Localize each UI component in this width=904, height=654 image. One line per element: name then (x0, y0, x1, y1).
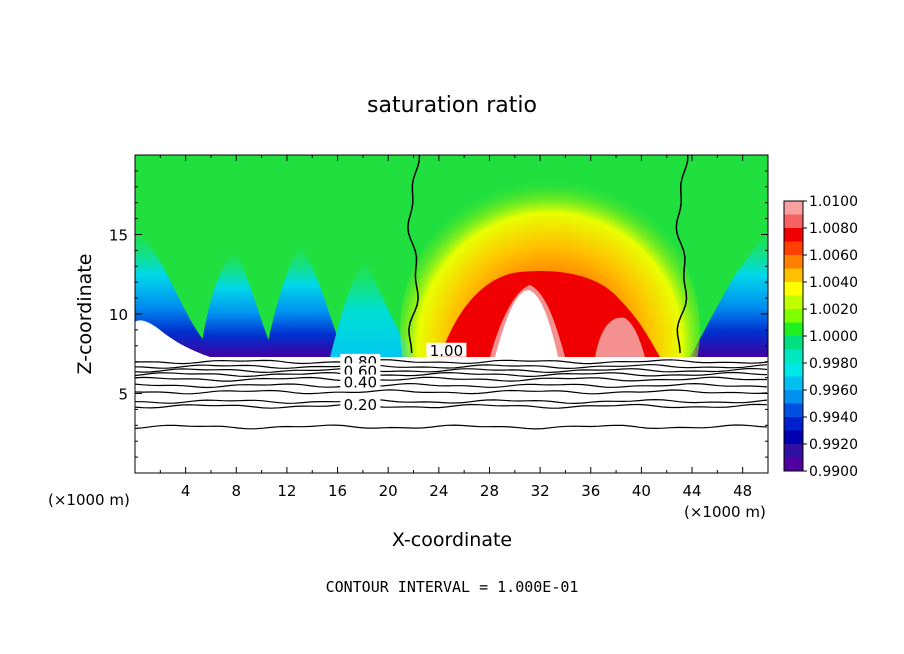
colorbar-swatch (784, 241, 803, 256)
unsaturated-lower-region (135, 320, 768, 473)
plot-area (135, 155, 768, 473)
contour-line (135, 367, 768, 374)
colorbar-label: 1.0100 (809, 194, 858, 210)
colorbar-swatch (784, 376, 803, 391)
colorbar-label: 0.9960 (809, 383, 858, 399)
colorbar-swatch (784, 444, 803, 458)
colorbar-swatch (784, 336, 803, 350)
left-dry-region (135, 230, 220, 357)
colorbar-label: 0.9980 (809, 356, 858, 372)
contour-line (135, 403, 768, 409)
colorbar-label: 1.0080 (809, 221, 858, 237)
contour-line (135, 389, 768, 395)
x-tick-label: 12 (277, 482, 296, 500)
contour-line (135, 359, 768, 365)
chart-title: saturation ratio (367, 93, 537, 118)
colorbar-swatch (784, 430, 803, 445)
contour-labels: 1.000.800.600.400.20 (340, 342, 467, 414)
colorbar: 1.0100 1.0080 1.0060 1.0040 1.0020 1.0000 0.99… (783, 194, 858, 480)
contour-line (135, 382, 768, 389)
contour-line (135, 371, 768, 378)
contour-interval-note: CONTOUR INTERVAL = 1.000E-01 (326, 578, 579, 596)
colorbar-label: 0.9920 (809, 437, 858, 453)
x-tick-label: 8 (232, 482, 242, 500)
colorbar-label: 1.0020 (809, 302, 858, 318)
y-ticks: 5 10 15 (109, 170, 768, 458)
contour-line (135, 424, 768, 430)
x-unit-label: (×1000 m) (48, 491, 130, 509)
y-tick-label: 10 (109, 306, 128, 324)
x-tick-label: 44 (682, 482, 701, 500)
colorbar-swatch (784, 363, 803, 377)
contour-label-bg (340, 363, 381, 378)
colorbar-label: 0.9940 (809, 410, 858, 426)
cloud-core (495, 290, 558, 357)
plume-peak-2 (595, 317, 645, 357)
x-tick-label: 36 (581, 482, 600, 500)
left-lobe-1 (200, 250, 275, 357)
y-tick-label: 5 (118, 386, 128, 404)
x-tick-label: 24 (429, 482, 448, 500)
colorbar-label: 1.0000 (809, 329, 858, 345)
x-axis-label: X-coordinate (392, 529, 512, 551)
x-tick-label: 16 (328, 482, 347, 500)
contour-lines (135, 359, 768, 430)
contour-line (135, 363, 768, 370)
x-ticks: 4 8 12 16 20 24 28 32 36 40 44 48 (159, 155, 752, 500)
contour-label: 0.40 (344, 374, 377, 392)
x-tick-label: 20 (379, 482, 398, 500)
colorbar-label: 1.0040 (809, 275, 858, 291)
colorbar-swatch (784, 322, 803, 337)
contour-label-bg (340, 396, 381, 411)
colorbar-swatch (784, 282, 803, 296)
contour-label: 0.20 (344, 396, 377, 414)
colorbar-swatch (784, 349, 803, 364)
x-tick-label: 40 (632, 482, 651, 500)
contour-label: 1.00 (430, 342, 463, 360)
x-tick-label: 48 (733, 482, 752, 500)
saturation-boundary-right (675, 155, 689, 354)
right-dry-region (690, 230, 768, 357)
colorbar-swatch (784, 295, 803, 310)
saturation-boundary-left (407, 155, 421, 354)
colorbar-swatch (784, 309, 803, 323)
colorbar-swatch (784, 228, 803, 242)
x-tick-label: 4 (181, 482, 191, 500)
x-tick-label: 32 (531, 482, 550, 500)
colorbar-swatch (784, 457, 803, 472)
contour-line (135, 376, 767, 382)
colorbar-swatch (784, 403, 803, 418)
colorbar-label: 0.9900 (809, 464, 858, 480)
contour-label-bg (426, 342, 467, 357)
x-unit-label-right: (×1000 m) (684, 503, 766, 521)
left-lobe-3 (330, 260, 415, 357)
contour-label-bg (340, 374, 381, 389)
x-tick-label: 28 (480, 482, 499, 500)
colorbar-swatch (784, 390, 803, 404)
colorbar-swatch (784, 201, 803, 215)
y-axis-label: Z-coordinate (74, 254, 96, 375)
colorbar-swatch (784, 417, 803, 431)
y-tick-label: 15 (109, 227, 128, 245)
contour-line (135, 398, 768, 405)
colorbar-label: 1.0060 (809, 248, 858, 264)
colorbar-swatch (784, 268, 803, 283)
colorbar-swatch (784, 214, 803, 229)
left-lobe-2 (265, 245, 345, 357)
colorbar-swatch (784, 255, 803, 269)
